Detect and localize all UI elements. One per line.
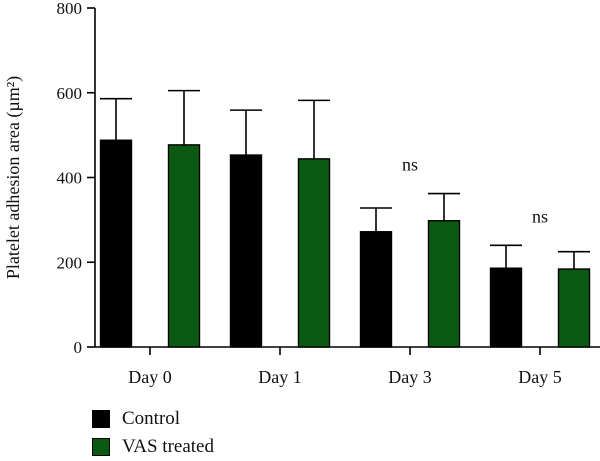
significance-label: ns: [532, 206, 548, 226]
x-tick-label: Day 5: [518, 367, 562, 387]
y-tick-label: 800: [57, 0, 83, 18]
legend-swatch-control: [92, 410, 110, 428]
legend-swatch-vas-treated: [92, 438, 110, 456]
bar-control-day-1: [229, 154, 263, 348]
legend-label-control: Control: [122, 408, 181, 429]
legend: Control VAS treated: [92, 405, 214, 461]
legend-label-vas-treated: VAS treated: [122, 436, 214, 457]
y-tick-label: 200: [57, 253, 83, 272]
x-tick-label: Day 3: [388, 367, 432, 387]
bar-control-day-0: [99, 139, 133, 348]
legend-item-vas-treated: VAS treated: [92, 433, 214, 461]
x-tick-label: Day 1: [258, 367, 302, 387]
x-tick-label: Day 0: [128, 367, 172, 387]
bar-control-day-3: [359, 231, 393, 348]
y-axis-title: Platelet adhesion area (µm²): [3, 76, 24, 279]
bar-vas-treated-day-3: [427, 220, 461, 348]
bar-vas-treated-day-0: [167, 144, 201, 348]
y-tick-label: 400: [57, 169, 83, 188]
significance-label: ns: [402, 155, 418, 175]
bar-chart-plot: 0 200 400 600 800 Platelet adhesion area (µm²…: [3, 0, 600, 387]
legend-item-control: Control: [92, 405, 214, 433]
y-tick-label: 0: [74, 338, 83, 357]
bar-control-day-5: [489, 267, 523, 348]
y-tick-label: 600: [57, 84, 83, 103]
bar-vas-treated-day-1: [297, 158, 331, 348]
bar-vas-treated-day-5: [557, 268, 591, 348]
